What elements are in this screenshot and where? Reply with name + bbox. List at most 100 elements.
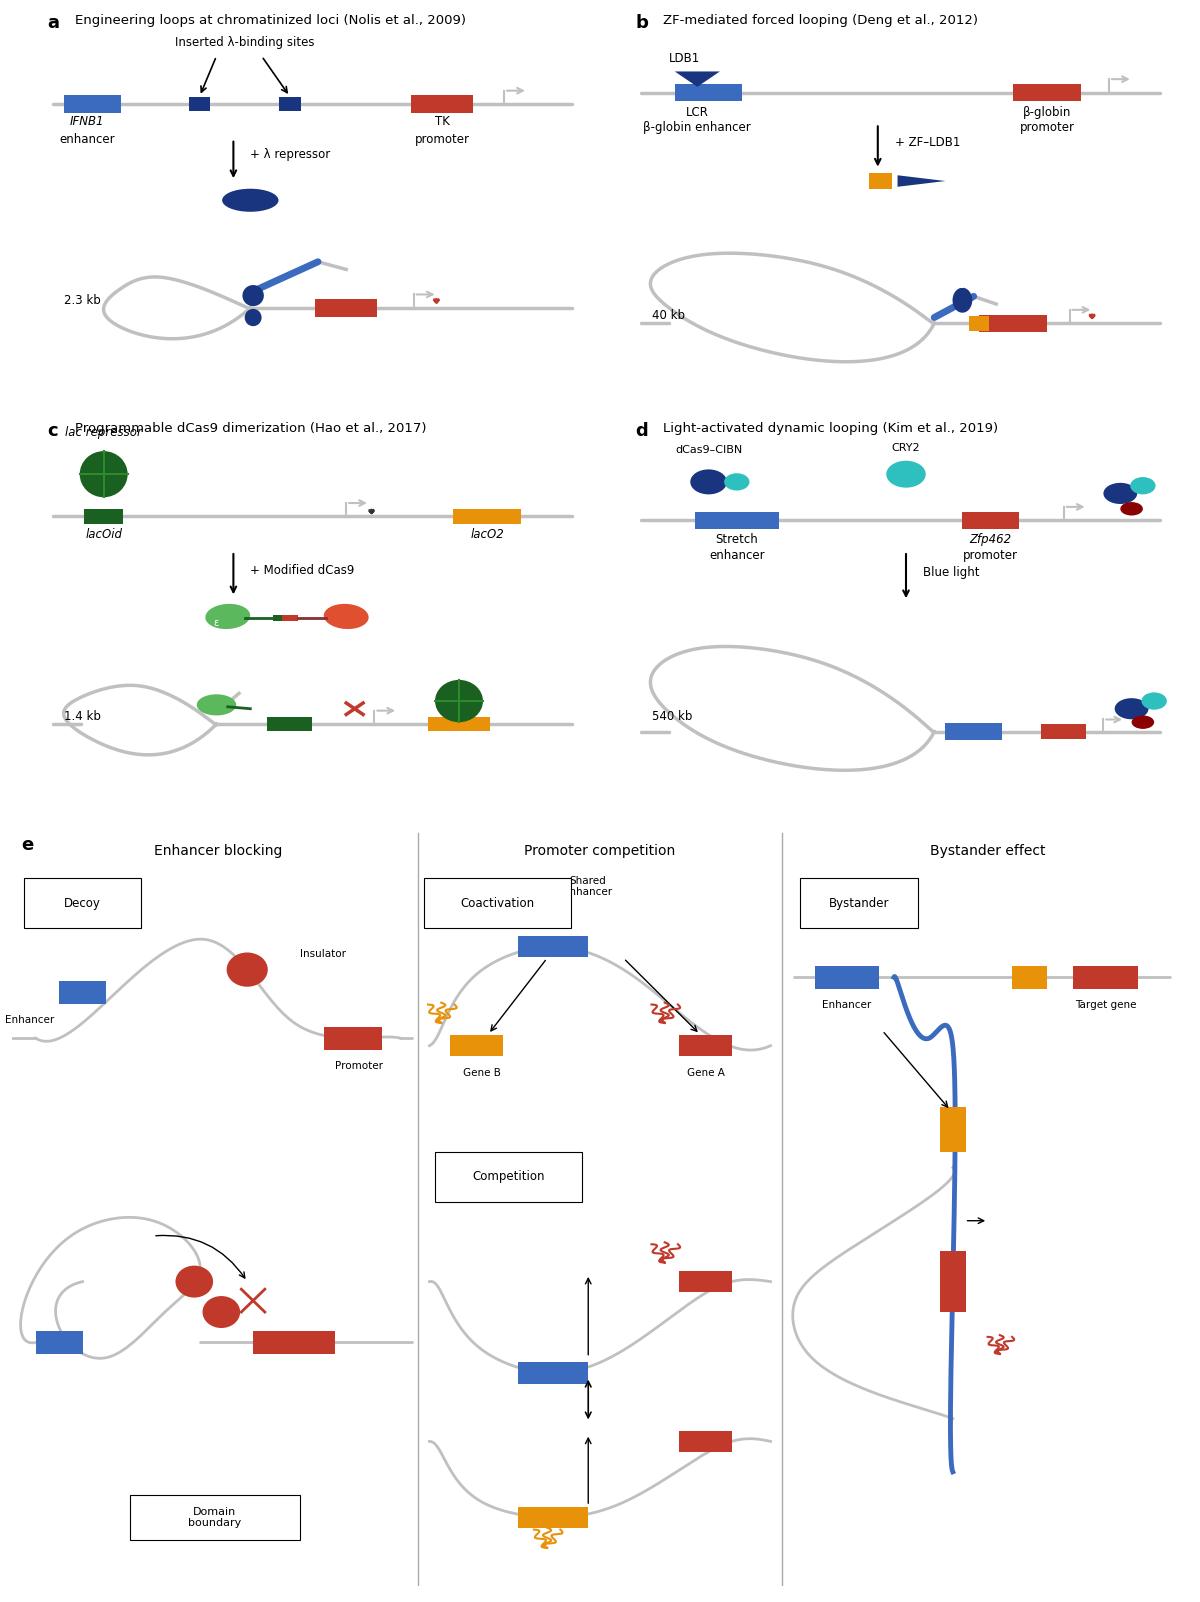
Bar — [428, 716, 490, 732]
Ellipse shape — [1121, 501, 1142, 516]
Text: enhancer: enhancer — [59, 133, 114, 146]
Text: Light-activated dynamic looping (Kim et al., 2019): Light-activated dynamic looping (Kim et … — [664, 423, 998, 436]
Ellipse shape — [436, 679, 482, 723]
FancyBboxPatch shape — [24, 878, 142, 928]
Bar — [282, 615, 298, 622]
Bar — [65, 96, 121, 112]
Text: lac repressor: lac repressor — [65, 426, 142, 439]
Bar — [84, 509, 124, 524]
Bar — [1012, 966, 1046, 988]
Text: Enhancer: Enhancer — [5, 1016, 54, 1025]
Ellipse shape — [227, 953, 268, 987]
Bar — [1013, 83, 1081, 101]
Polygon shape — [674, 72, 720, 87]
Text: Enhancer: Enhancer — [822, 1000, 871, 1009]
Text: + Modified dCas9: + Modified dCas9 — [251, 564, 355, 577]
Ellipse shape — [724, 473, 750, 490]
Text: CRY2: CRY2 — [892, 444, 920, 453]
Bar — [946, 723, 1002, 740]
Text: Bystander: Bystander — [828, 897, 889, 910]
Bar — [940, 1251, 966, 1312]
Text: 2.3 kb: 2.3 kb — [65, 295, 101, 308]
Text: 1.4 kb: 1.4 kb — [65, 710, 101, 723]
Bar — [679, 1270, 732, 1293]
Bar — [1042, 724, 1086, 739]
Text: β-globin enhancer: β-globin enhancer — [643, 122, 751, 135]
Ellipse shape — [222, 189, 278, 211]
Text: 540 kb: 540 kb — [653, 710, 692, 723]
Text: enhancer: enhancer — [709, 549, 764, 562]
Bar — [324, 1027, 383, 1049]
Text: promoter: promoter — [964, 549, 1018, 562]
Ellipse shape — [245, 309, 262, 327]
Text: promoter: promoter — [414, 133, 469, 146]
Text: 40 kb: 40 kb — [653, 309, 685, 322]
Text: Enhancer blocking: Enhancer blocking — [154, 844, 282, 859]
Text: b: b — [635, 14, 648, 32]
Text: TK: TK — [434, 115, 450, 128]
Bar — [970, 316, 989, 332]
Ellipse shape — [242, 285, 264, 306]
Text: Promoter competition: Promoter competition — [524, 844, 676, 859]
Bar — [36, 1331, 83, 1354]
Text: a: a — [47, 14, 59, 32]
Text: dCas9–CIBN: dCas9–CIBN — [674, 445, 743, 455]
Bar — [454, 509, 521, 524]
Text: Bystander effect: Bystander effect — [930, 844, 1046, 859]
Text: promoter: promoter — [1020, 122, 1074, 135]
Bar — [674, 83, 743, 101]
Ellipse shape — [887, 461, 925, 487]
Bar — [517, 1507, 588, 1528]
Text: IFNB1: IFNB1 — [70, 115, 104, 128]
Bar — [940, 1107, 966, 1152]
Bar — [280, 96, 300, 112]
Text: Domain
boundary: Domain boundary — [188, 1507, 241, 1528]
Text: c: c — [47, 423, 58, 441]
Text: Decoy: Decoy — [64, 897, 101, 910]
Text: Inserted λ-binding sites: Inserted λ-binding sites — [175, 37, 314, 50]
Ellipse shape — [79, 452, 127, 497]
Text: ε: ε — [214, 618, 220, 628]
Ellipse shape — [197, 694, 236, 716]
Ellipse shape — [324, 604, 368, 630]
Text: Promoter: Promoter — [335, 1061, 383, 1070]
Bar — [679, 1035, 732, 1056]
Ellipse shape — [1104, 482, 1138, 505]
Ellipse shape — [1115, 698, 1148, 719]
Bar — [695, 511, 779, 529]
Polygon shape — [898, 175, 946, 187]
Ellipse shape — [1130, 477, 1156, 495]
Bar — [316, 300, 377, 317]
Ellipse shape — [1141, 692, 1166, 710]
Text: e: e — [22, 836, 34, 854]
Text: + λ repressor: + λ repressor — [251, 147, 330, 160]
Text: d: d — [635, 423, 648, 441]
Text: Gene A: Gene A — [686, 1069, 725, 1078]
Text: LCR: LCR — [686, 106, 709, 119]
Bar — [268, 716, 312, 732]
Text: lacO2: lacO2 — [470, 527, 504, 540]
Text: Gene B: Gene B — [463, 1069, 502, 1078]
Text: Coactivation: Coactivation — [460, 897, 534, 910]
Bar — [188, 96, 210, 112]
Ellipse shape — [1132, 716, 1154, 729]
Text: Target gene: Target gene — [1075, 1000, 1136, 1009]
Text: lacOid: lacOid — [85, 527, 122, 540]
Bar — [59, 980, 106, 1004]
Bar — [253, 1331, 336, 1354]
Text: Stretch: Stretch — [715, 533, 758, 546]
Bar — [962, 511, 1019, 529]
Text: Shared
enhancer: Shared enhancer — [564, 876, 613, 897]
FancyBboxPatch shape — [800, 878, 918, 928]
Ellipse shape — [175, 1266, 214, 1298]
Ellipse shape — [203, 1296, 240, 1328]
Ellipse shape — [690, 469, 727, 495]
Bar — [679, 1431, 732, 1451]
Bar — [517, 936, 588, 958]
Ellipse shape — [205, 604, 251, 630]
Text: ZF-mediated forced looping (Deng et al., 2012): ZF-mediated forced looping (Deng et al.,… — [664, 14, 978, 27]
Bar — [979, 314, 1046, 332]
Text: Insulator: Insulator — [300, 950, 346, 960]
Text: Programmable dCas9 dimerization (Hao et al., 2017): Programmable dCas9 dimerization (Hao et … — [76, 423, 427, 436]
Bar — [274, 615, 289, 622]
